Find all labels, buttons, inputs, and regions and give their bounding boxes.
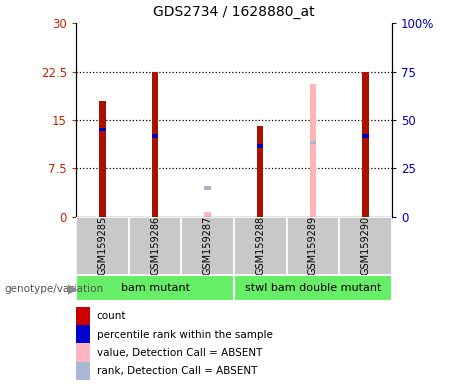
- Bar: [234, 217, 287, 275]
- Text: GSM159285: GSM159285: [97, 216, 107, 275]
- Bar: [76, 307, 90, 326]
- Bar: [205, 212, 211, 217]
- Bar: [362, 71, 369, 217]
- Text: ▶: ▶: [68, 283, 78, 296]
- Bar: [257, 144, 263, 147]
- Text: GSM159288: GSM159288: [255, 216, 265, 275]
- Text: GSM159287: GSM159287: [203, 216, 213, 275]
- Bar: [76, 343, 90, 362]
- Bar: [287, 217, 339, 275]
- Bar: [257, 126, 263, 217]
- Bar: [76, 275, 234, 301]
- Bar: [99, 101, 106, 217]
- Bar: [129, 217, 181, 275]
- Text: percentile rank within the sample: percentile rank within the sample: [97, 329, 273, 339]
- Bar: [181, 217, 234, 275]
- Text: genotype/variation: genotype/variation: [5, 284, 104, 294]
- Bar: [76, 362, 90, 381]
- Text: count: count: [97, 311, 126, 321]
- Text: GSM159286: GSM159286: [150, 216, 160, 275]
- Bar: [310, 84, 316, 217]
- Bar: [152, 134, 158, 138]
- Text: stwl bam double mutant: stwl bam double mutant: [245, 283, 381, 293]
- Bar: [205, 186, 211, 190]
- Text: bam mutant: bam mutant: [120, 283, 189, 293]
- Title: GDS2734 / 1628880_at: GDS2734 / 1628880_at: [153, 5, 315, 19]
- Text: GSM159289: GSM159289: [308, 216, 318, 275]
- Text: value, Detection Call = ABSENT: value, Detection Call = ABSENT: [97, 348, 262, 358]
- Bar: [76, 217, 129, 275]
- Bar: [310, 141, 316, 144]
- Bar: [339, 217, 392, 275]
- Bar: [362, 134, 369, 138]
- Text: rank, Detection Call = ABSENT: rank, Detection Call = ABSENT: [97, 366, 257, 376]
- Bar: [234, 275, 392, 301]
- Bar: [99, 128, 106, 131]
- Bar: [76, 325, 90, 344]
- Text: GSM159290: GSM159290: [361, 216, 371, 275]
- Bar: [152, 71, 158, 217]
